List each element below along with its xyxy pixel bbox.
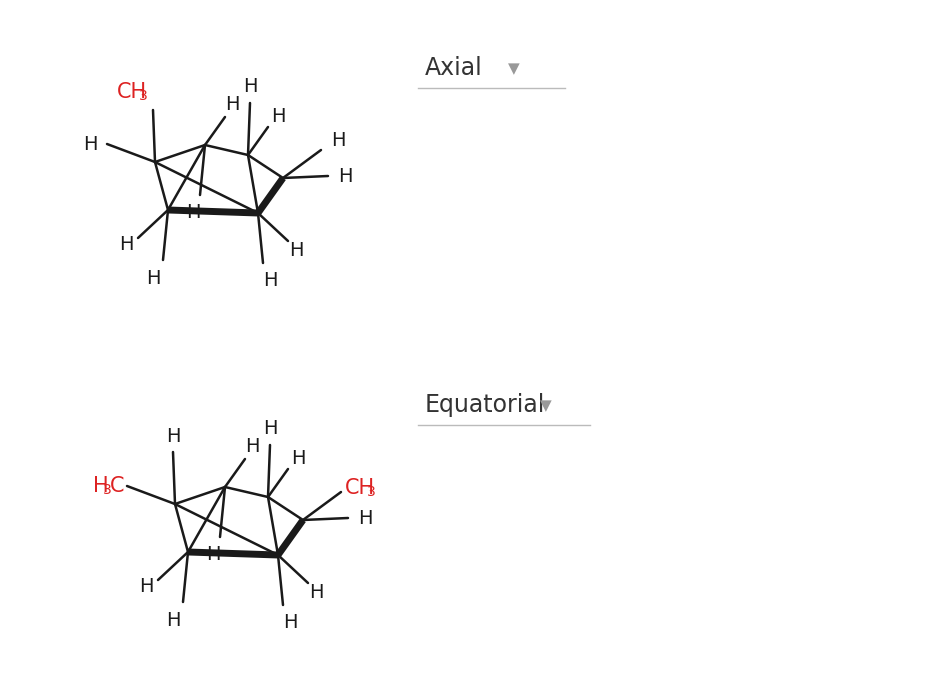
Text: H: H [263, 272, 278, 291]
Text: H: H [338, 166, 353, 185]
Text: ▼: ▼ [508, 62, 520, 77]
Text: CH: CH [345, 478, 375, 498]
Text: CH: CH [117, 82, 147, 102]
Text: C: C [110, 476, 125, 496]
Text: 3: 3 [139, 89, 148, 103]
Text: Axial: Axial [425, 56, 483, 80]
Text: H: H [186, 204, 200, 222]
Text: H: H [357, 508, 372, 527]
Text: H: H [83, 135, 98, 153]
Text: 3: 3 [103, 483, 112, 497]
Text: H: H [145, 269, 160, 287]
Text: ▼: ▼ [540, 399, 552, 414]
Text: H: H [309, 583, 324, 603]
Text: 3: 3 [367, 485, 376, 499]
Text: H: H [166, 427, 180, 445]
Text: H: H [289, 241, 303, 261]
Text: H: H [245, 438, 259, 456]
Text: H: H [93, 476, 109, 496]
Text: H: H [263, 419, 278, 438]
Text: H: H [119, 235, 133, 254]
Text: H: H [243, 77, 257, 96]
Text: Equatorial: Equatorial [425, 393, 545, 417]
Text: H: H [139, 577, 153, 596]
Text: H: H [205, 546, 220, 564]
Text: H: H [166, 611, 180, 629]
Text: H: H [331, 131, 345, 150]
Text: H: H [291, 449, 305, 469]
Text: H: H [282, 614, 297, 633]
Text: H: H [271, 107, 285, 127]
Text: H: H [225, 96, 239, 114]
